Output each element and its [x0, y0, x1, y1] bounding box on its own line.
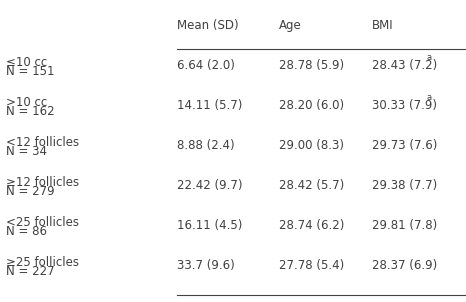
Text: <12 follicles: <12 follicles — [6, 136, 79, 149]
Text: 28.20 (6.0): 28.20 (6.0) — [279, 99, 344, 112]
Text: <25 follicles: <25 follicles — [6, 216, 79, 229]
Text: 14.11 (5.7): 14.11 (5.7) — [178, 99, 243, 112]
Text: 29.38 (7.7): 29.38 (7.7) — [372, 179, 437, 192]
Text: Age: Age — [279, 19, 302, 32]
Text: 28.43 (7.2): 28.43 (7.2) — [372, 59, 437, 72]
Text: a: a — [427, 53, 432, 62]
Text: 28.37 (6.9): 28.37 (6.9) — [372, 259, 437, 272]
Text: ≥12 follicles: ≥12 follicles — [6, 176, 79, 189]
Text: BMI: BMI — [372, 19, 394, 32]
Text: 29.73 (7.6): 29.73 (7.6) — [372, 139, 438, 152]
Text: 30.33 (7.9): 30.33 (7.9) — [372, 99, 437, 112]
Text: 6.64 (2.0): 6.64 (2.0) — [178, 59, 235, 72]
Text: N = 86: N = 86 — [6, 225, 47, 238]
Text: 27.78 (5.4): 27.78 (5.4) — [279, 259, 344, 272]
Text: >10 cc: >10 cc — [6, 96, 47, 109]
Text: 8.88 (2.4): 8.88 (2.4) — [178, 139, 235, 152]
Text: N = 279: N = 279 — [6, 185, 55, 198]
Text: N = 151: N = 151 — [6, 65, 55, 78]
Text: ≥25 follicles: ≥25 follicles — [6, 255, 79, 268]
Text: ≤10 cc: ≤10 cc — [6, 56, 47, 69]
Text: 28.74 (6.2): 28.74 (6.2) — [279, 219, 345, 232]
Text: 29.00 (8.3): 29.00 (8.3) — [279, 139, 344, 152]
Text: 16.11 (4.5): 16.11 (4.5) — [178, 219, 243, 232]
Text: Mean (SD): Mean (SD) — [178, 19, 239, 32]
Text: a: a — [427, 93, 432, 102]
Text: N = 162: N = 162 — [6, 105, 55, 118]
Text: 22.42 (9.7): 22.42 (9.7) — [178, 179, 243, 192]
Text: 33.7 (9.6): 33.7 (9.6) — [178, 259, 235, 272]
Text: N = 34: N = 34 — [6, 145, 47, 158]
Text: N = 227: N = 227 — [6, 265, 55, 278]
Text: 28.78 (5.9): 28.78 (5.9) — [279, 59, 344, 72]
Text: 29.81 (7.8): 29.81 (7.8) — [372, 219, 437, 232]
Text: 28.42 (5.7): 28.42 (5.7) — [279, 179, 344, 192]
